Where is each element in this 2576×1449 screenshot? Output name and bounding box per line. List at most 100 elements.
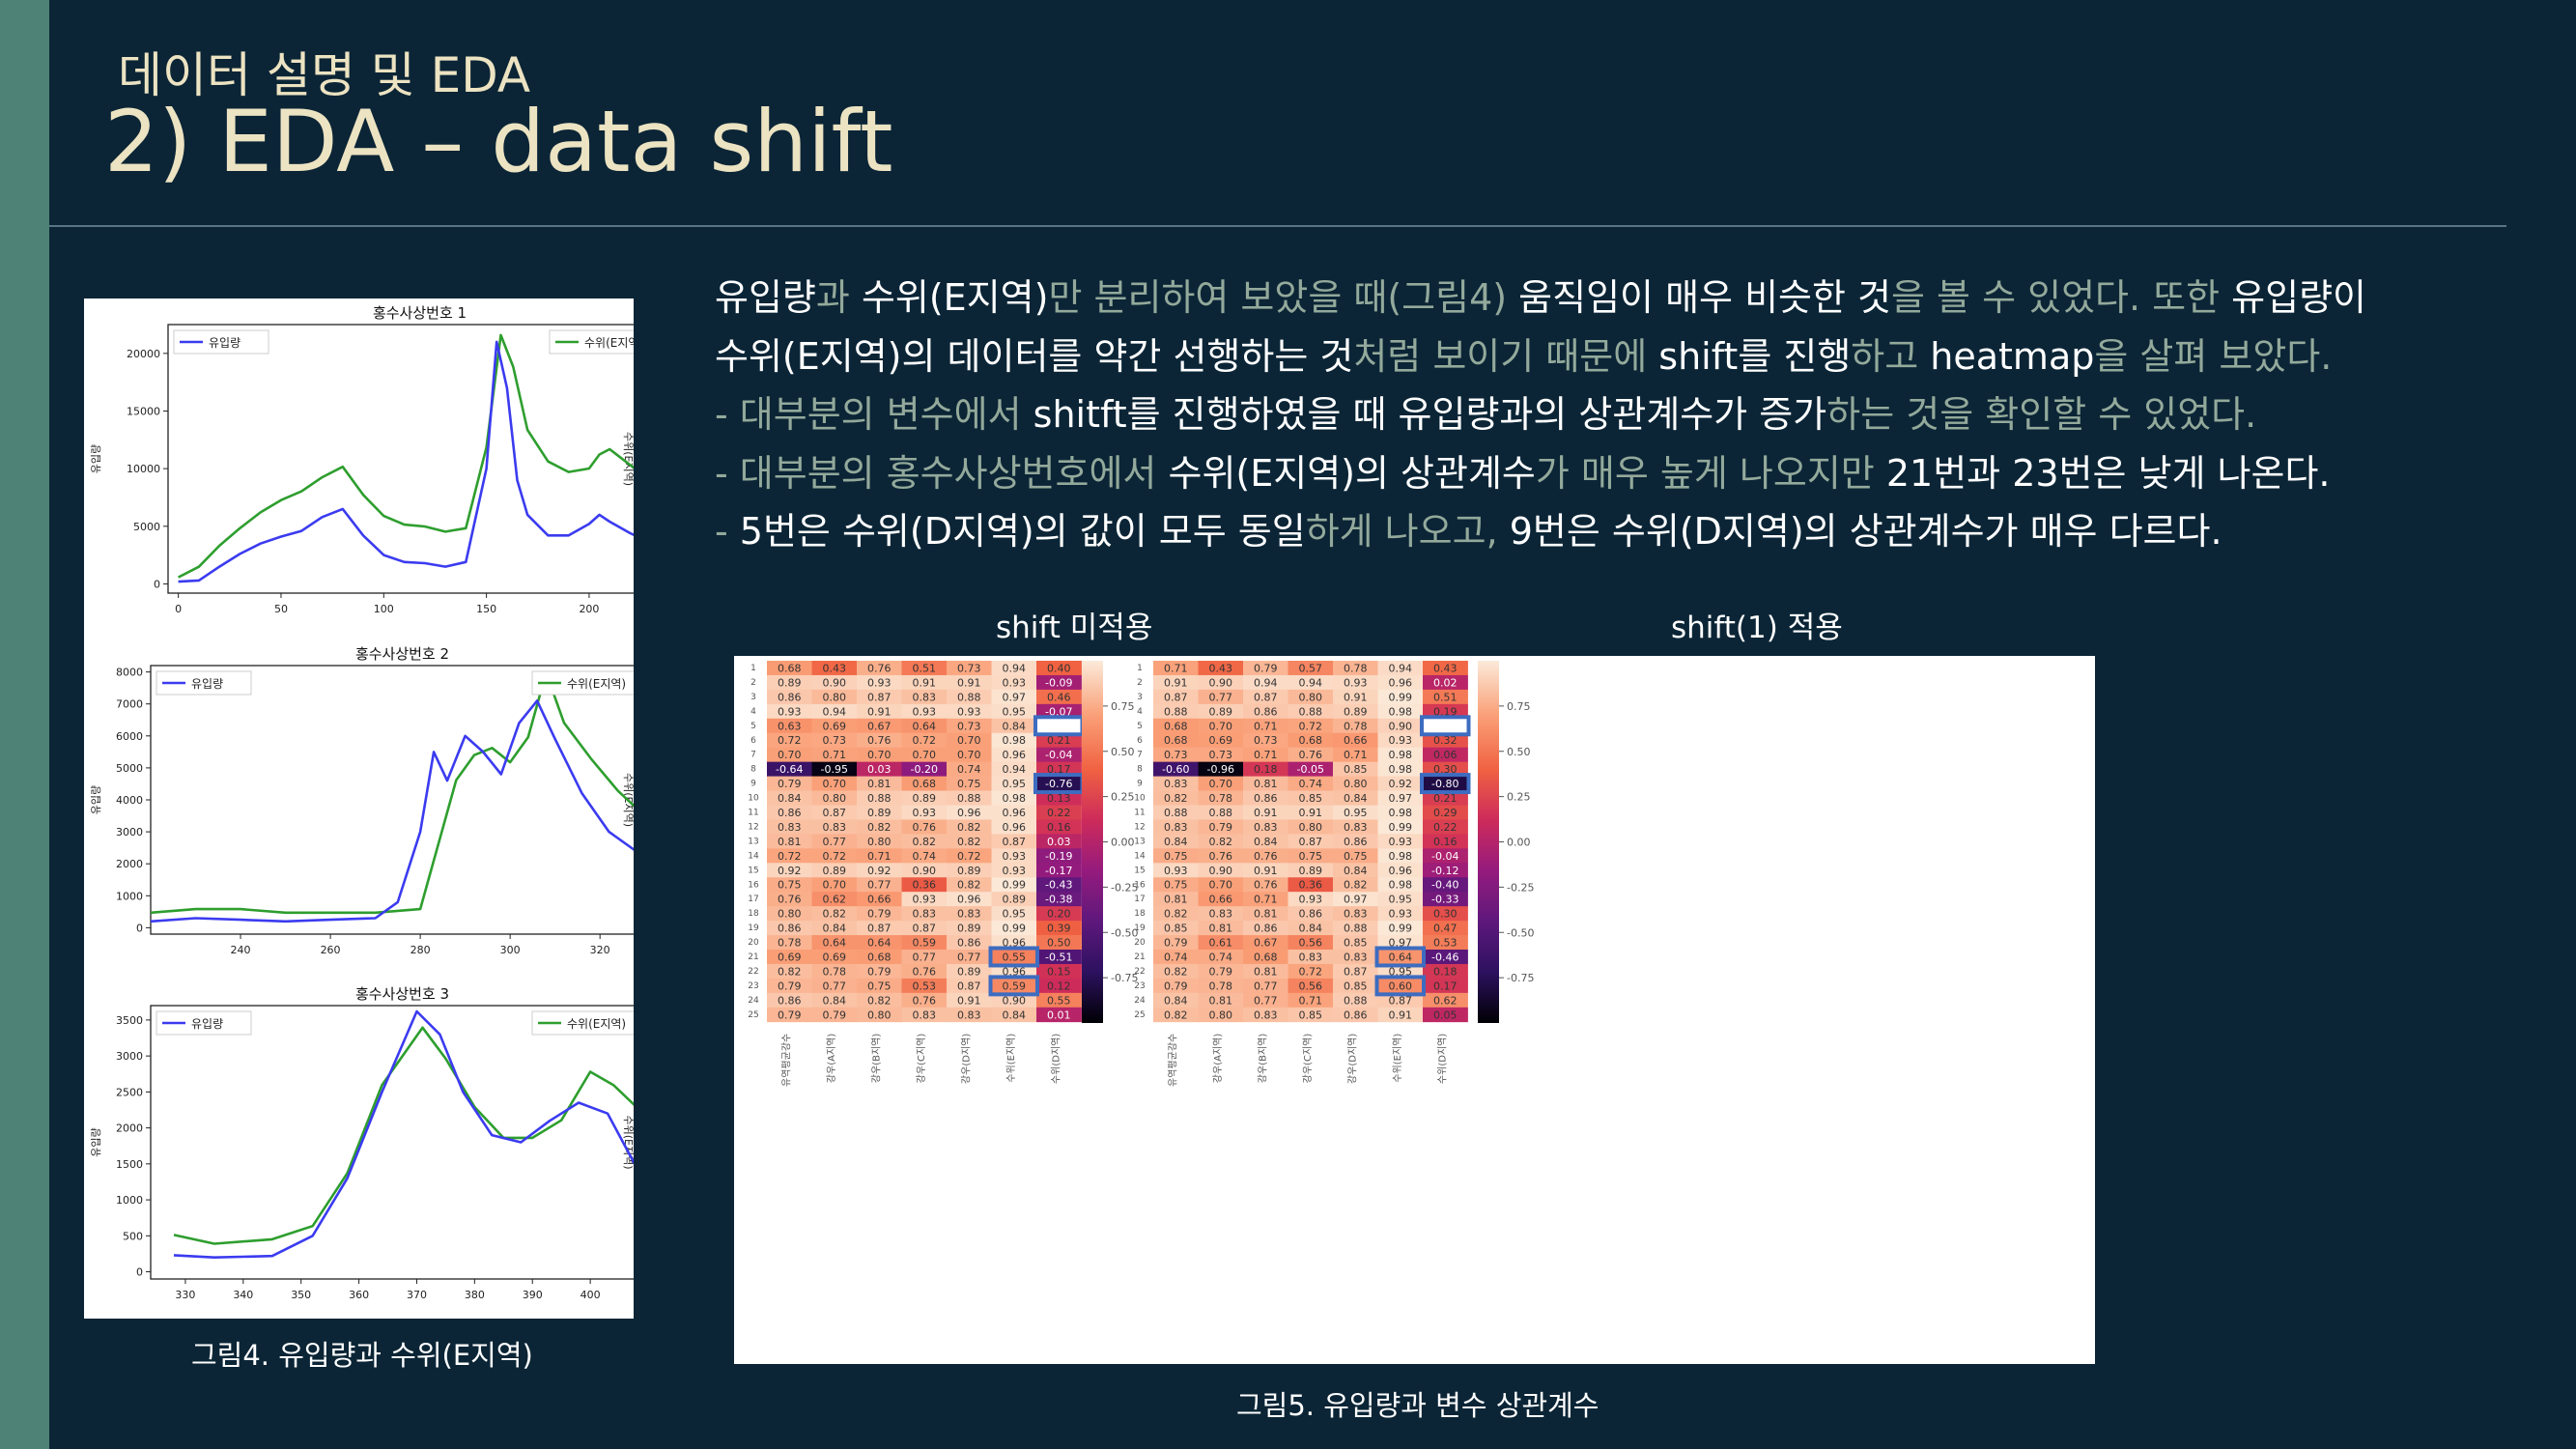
heatmap-cell (857, 689, 902, 705)
heatmap-cell-value: 0.77 (1209, 691, 1233, 703)
colorbar-tick-label: -0.25 (1111, 881, 1138, 894)
heatmap-cell-value: 0.71 (1164, 662, 1188, 674)
heatmap-cell-value: 0.77 (1254, 980, 1278, 992)
heatmap-cell-value: 0.89 (957, 865, 981, 877)
heatmap-cell (1377, 950, 1424, 965)
heatmap-cell (1423, 819, 1468, 835)
heatmap-cell (1333, 877, 1378, 893)
heatmap-cell-value: 0.79 (867, 908, 892, 921)
heatmap-cell-value: 0.69 (778, 951, 802, 963)
heatmap-cell (767, 1007, 812, 1023)
heatmap-cell-value: 0.61 (1209, 937, 1233, 950)
heatmap-cell (991, 978, 1037, 994)
heatmap-cell-value: 0.21 (1433, 792, 1458, 805)
heatmap-cell (901, 776, 948, 791)
series-line-inflow (178, 340, 652, 583)
heatmap-cell-value: -0.46 (1431, 951, 1458, 963)
heatmap-cell-value: 0.63 (778, 720, 802, 732)
heatmap-cell-value: 0.68 (1299, 734, 1323, 747)
heatmap-cell (1377, 790, 1424, 806)
heatmap-cell-value: 0.87 (1389, 994, 1413, 1007)
heatmap-cell-value: -0.05 (1297, 763, 1324, 776)
heatmap-cell (1377, 978, 1424, 994)
heatmap-cell (767, 718, 812, 734)
heatmap-cell-value: 0.62 (823, 894, 847, 906)
heatmap-cell (901, 906, 948, 922)
heatmap-cell-value: 0.83 (778, 821, 802, 834)
heatmap-cell-value: -0.19 (1045, 850, 1072, 863)
x-tick-label: 340 (233, 1289, 253, 1301)
heatmap-row-label: 9 (1137, 780, 1143, 789)
heatmap-cell (947, 906, 992, 922)
heatmap-label-shift: shift(1) 적용 (1671, 611, 1843, 645)
heatmap-cell (947, 776, 992, 791)
slide-subtitle: 데이터 설명 및 EDA (118, 47, 531, 103)
legend-label-inflow: 유입량 (191, 677, 223, 691)
heatmap-cell (1153, 776, 1199, 791)
heatmap-cell (1243, 1007, 1288, 1023)
heatmap-cell-value: 0.94 (1003, 763, 1027, 776)
heatmap-cell (1036, 921, 1082, 936)
heatmap-cell-value: 0.06 (1433, 749, 1458, 761)
heatmap-cell (1198, 689, 1244, 705)
heatmap-cell-value: 0.46 (1047, 691, 1071, 703)
heatmap-cell-value: 0.95 (1003, 705, 1027, 718)
heatmap-cell (991, 1007, 1037, 1023)
heatmap-cell-value: 0.76 (1299, 749, 1323, 761)
heatmap-column-label: 강우(C지역) (916, 1034, 927, 1084)
heatmap-cell (1333, 978, 1378, 994)
heatmap-cell (811, 935, 858, 951)
description-muted-text: 을 볼 수 있었다. 또한 (1891, 276, 2232, 319)
heatmap-cell-value: 0.82 (823, 908, 847, 921)
heatmap-cell-value: 0.57 (1299, 662, 1323, 674)
heatmap-cell (991, 747, 1037, 763)
heatmap-cell-value: 0.15 (1047, 965, 1071, 978)
colorbar-tick-label: 0.75 (1111, 700, 1135, 713)
heatmap-cell-value: 0.17 (1433, 980, 1458, 992)
heatmap-row-label: 3 (1137, 693, 1143, 702)
heatmap-cell (1333, 963, 1378, 980)
heatmap-cell (1288, 978, 1334, 994)
heatmap-cell-value: 0.84 (1344, 792, 1368, 805)
heatmap-cell (857, 790, 902, 806)
heatmap-cell-value: 0.50 (1047, 937, 1071, 950)
heatmap-cell-value: 0.43 (1209, 662, 1233, 674)
heatmap-cell-value: 0.43 (1433, 662, 1458, 674)
heatmap-cell (991, 674, 1037, 691)
heatmap-cell (1423, 689, 1468, 705)
heatmap-cell (1377, 921, 1424, 936)
heatmap-cell-value: 0.93 (1389, 734, 1413, 747)
heatmap-cell-value: 0.75 (957, 778, 981, 790)
x-tick-label: 150 (476, 603, 496, 615)
heatmap-cell (1423, 805, 1468, 820)
y-tick-label-left: 7000 (116, 698, 143, 711)
heatmap-cell-value: 0.86 (1254, 923, 1278, 935)
heatmap-cell (767, 906, 812, 922)
heatmap-cell-value: 0.51 (913, 662, 937, 674)
heatmap-row-label: 5 (1137, 722, 1143, 731)
heatmap-label-no-shift: shift 미적용 (996, 611, 1153, 645)
heatmap-cell (767, 921, 812, 936)
heatmap-cell (1036, 892, 1082, 907)
heatmap-row-label: 9 (750, 780, 756, 789)
heatmap-cell-value: 0.82 (1344, 879, 1368, 892)
y-axis-label-left: 유입량 (90, 785, 102, 814)
heatmap-cell (991, 834, 1037, 849)
heatmap-cell (1423, 978, 1468, 994)
heatmap-cell-value: 0.82 (957, 821, 981, 834)
y-tick-label-left: 3500 (116, 1014, 143, 1027)
heatmap-cell (1243, 790, 1288, 806)
y-tick-label-left: 1000 (116, 890, 143, 902)
heatmap-cell-value: 0.70 (1209, 879, 1233, 892)
heatmap-row-label: 8 (1137, 765, 1143, 775)
x-tick-label: 360 (349, 1289, 369, 1301)
heatmap-cell-value: 0.82 (867, 994, 892, 1007)
heatmap-cell-value: 0.86 (778, 994, 802, 1007)
y-tick-label-left: 8000 (116, 667, 143, 679)
colorbar-tick-label: 0.50 (1111, 746, 1135, 758)
heatmap-cell-value: 0.81 (867, 778, 892, 790)
heatmap-cell (767, 689, 812, 705)
heatmap-cell (1423, 992, 1468, 1009)
heatmap-cell-value: 0.94 (1389, 662, 1413, 674)
description-muted-text: - (715, 510, 740, 553)
